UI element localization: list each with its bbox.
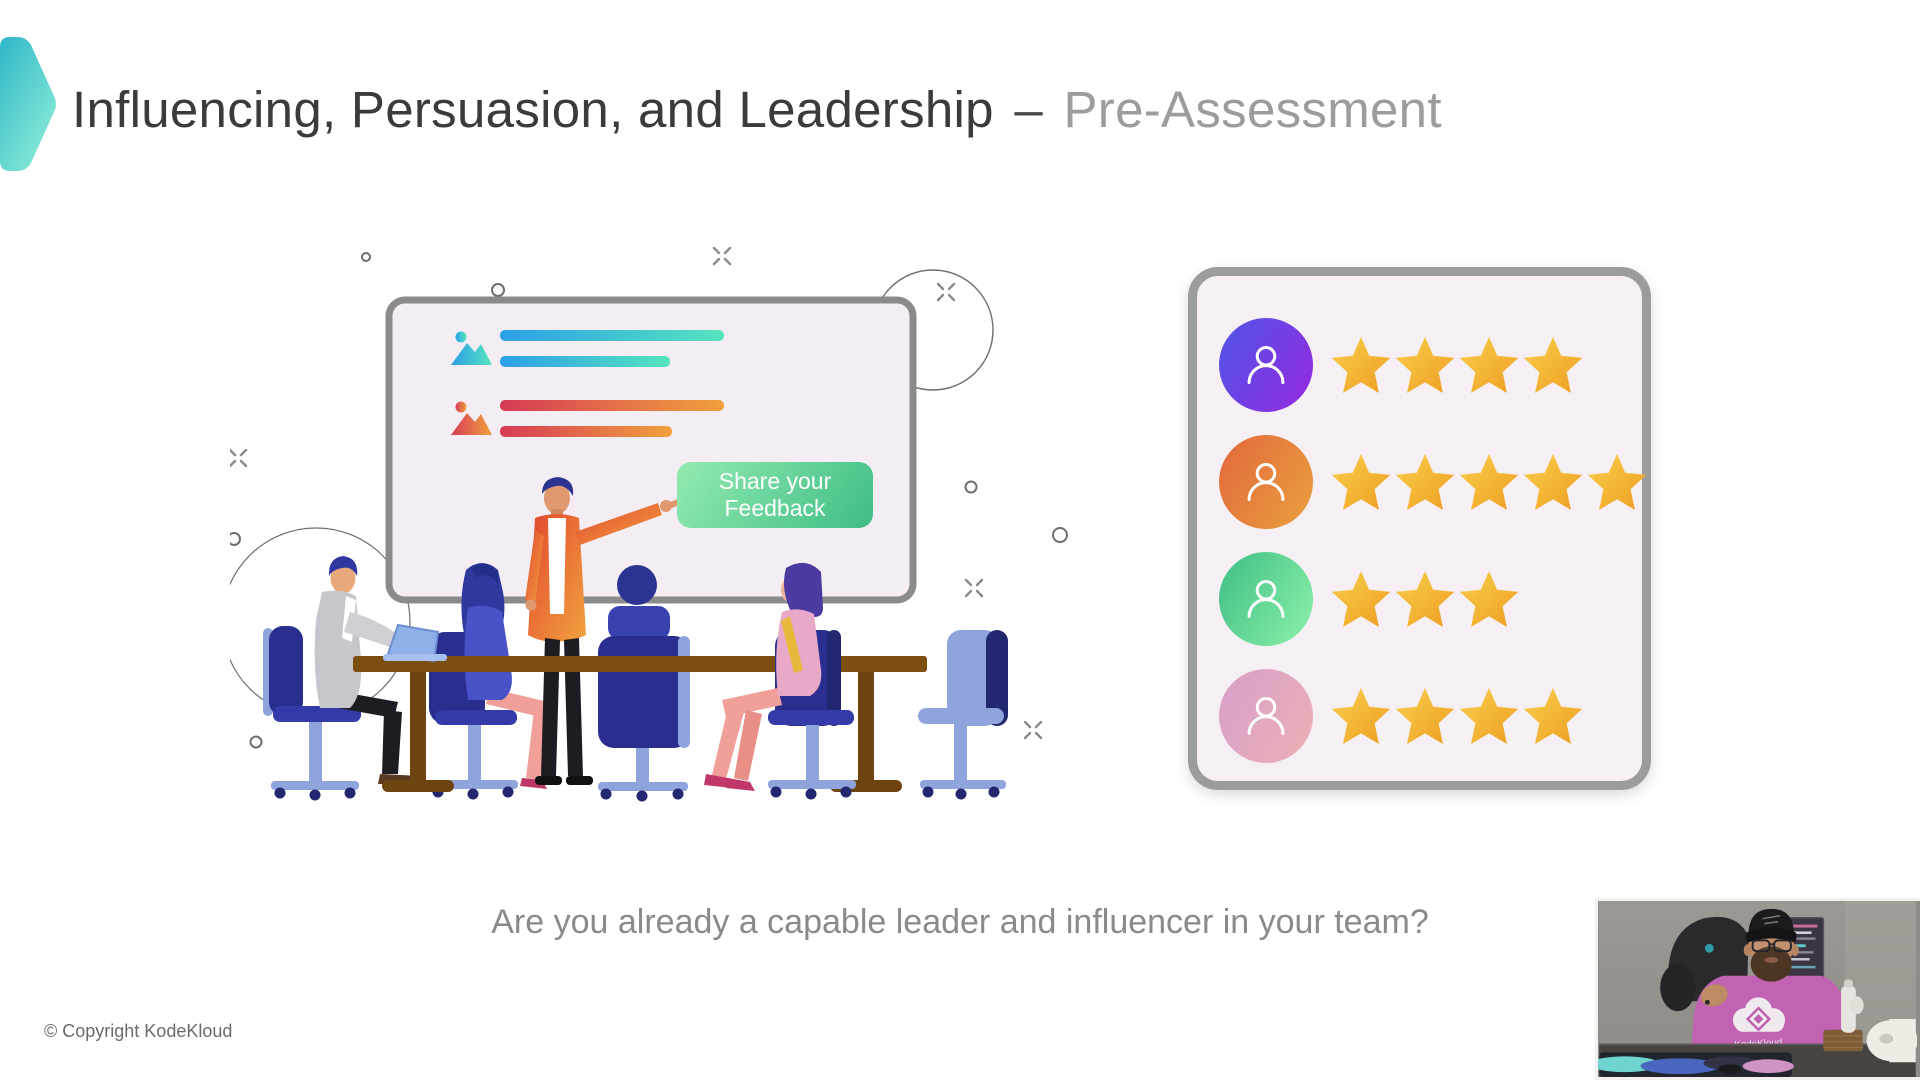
- star-icon: [1395, 571, 1455, 627]
- star-icon: [1523, 337, 1583, 393]
- presentation-board: [385, 296, 917, 604]
- star-icon: [1331, 688, 1391, 744]
- star-rating: [1330, 569, 1520, 628]
- purple-user-avatar-icon: [1219, 317, 1313, 412]
- title-highlight: Pre-Assessment: [1063, 81, 1442, 138]
- share-feedback-button[interactable]: Share your Feedback: [677, 462, 873, 528]
- user-icon: [1247, 696, 1285, 735]
- star-rating: [1330, 686, 1584, 745]
- star-rating: [1330, 335, 1584, 394]
- kodekloud-chevron-logo: [0, 37, 56, 171]
- page-title: Influencing, Persuasion, and Leadership …: [72, 80, 1442, 139]
- orange-user-avatar-icon: [1219, 434, 1313, 529]
- star-icon: [1523, 454, 1583, 510]
- user-icon: [1247, 462, 1285, 501]
- pink-user-avatar-icon: [1219, 668, 1313, 763]
- star-icon: [1331, 571, 1391, 627]
- title-separator: –: [1014, 81, 1043, 138]
- star-icon: [1459, 454, 1519, 510]
- title-main: Influencing, Persuasion, and Leadership: [72, 81, 994, 138]
- rating-row: [1197, 657, 1642, 774]
- webcam-overlay: KodeKloud: [1595, 898, 1920, 1080]
- user-icon: [1247, 579, 1285, 618]
- meeting-illustration: [230, 246, 1068, 802]
- star-rating: [1330, 452, 1648, 511]
- star-icon: [1459, 688, 1519, 744]
- empty-chair: [918, 630, 1008, 800]
- copyright-text: © Copyright KodeKloud: [44, 1021, 233, 1041]
- rating-row: [1197, 306, 1642, 423]
- webcam-video: KodeKloud: [1598, 901, 1917, 1077]
- rating-row: [1197, 423, 1647, 540]
- question-text: Are you already a capable leader and inf…: [491, 903, 1429, 941]
- star-icon: [1459, 571, 1519, 627]
- user-icon: [1247, 345, 1285, 384]
- star-icon: [1587, 454, 1647, 510]
- green-user-avatar-icon: [1219, 551, 1313, 646]
- desk: [1598, 979, 1917, 1077]
- star-icon: [1459, 337, 1519, 393]
- standing-presenter: [525, 477, 685, 785]
- star-icon: [1331, 454, 1391, 510]
- shirt-cloud-logo: KodeKloud: [1732, 997, 1786, 1051]
- rating-panel-rows: [1197, 306, 1647, 774]
- star-icon: [1395, 337, 1455, 393]
- rating-row: [1197, 540, 1642, 657]
- rating-panel: [1188, 267, 1651, 790]
- star-icon: [1331, 337, 1391, 393]
- star-icon: [1523, 688, 1583, 744]
- seated-man-left: [263, 556, 421, 801]
- star-icon: [1395, 688, 1455, 744]
- seated-woman-right: [704, 562, 856, 800]
- star-icon: [1395, 454, 1455, 510]
